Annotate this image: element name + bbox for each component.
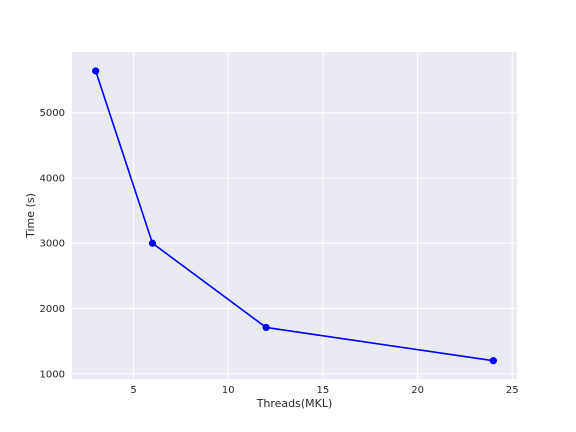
y-tick-label: 3000 (40, 239, 65, 250)
y-tick-label: 1000 (40, 369, 65, 380)
x-tick-label: 20 (411, 385, 424, 396)
x-axis-label: Threads(MKL) (256, 397, 333, 410)
data-point (489, 357, 497, 365)
data-point (148, 239, 157, 247)
y-tick-label: 4000 (40, 173, 65, 184)
plot-background (72, 52, 517, 379)
y-tick-label: 5000 (40, 108, 65, 119)
data-point (262, 323, 270, 332)
grid (72, 52, 517, 379)
y-axis-label: Time (s) (24, 193, 37, 239)
data-point (92, 67, 100, 75)
y-tick-label: 2000 (40, 304, 65, 315)
x-tick-label: 25 (506, 385, 519, 396)
series-line (94, 70, 494, 362)
x-tick-label: 10 (222, 385, 235, 396)
series-layer (92, 67, 497, 365)
tick-labels: 5 10 15 20 25 1000 2000 3000 4000 5000 (40, 108, 519, 396)
x-tick-label: 5 (130, 385, 136, 396)
x-tick-label: 15 (317, 385, 330, 396)
